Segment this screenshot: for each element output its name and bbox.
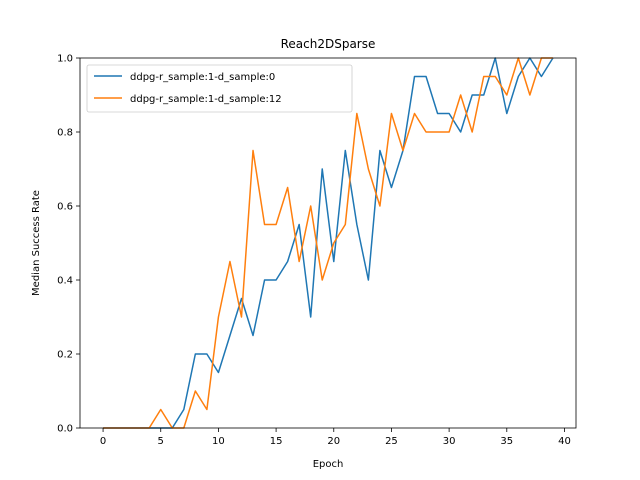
y-tick-label: 1.0 — [57, 54, 73, 65]
y-tick-label: 0.4 — [57, 276, 73, 287]
y-tick-label: 0.0 — [57, 424, 73, 435]
x-axis-label: Epoch — [313, 459, 344, 470]
legend: ddpg-r_sample:1-d_sample:0 ddpg-r_sample… — [86, 64, 353, 113]
x-tick-label: 10 — [212, 436, 225, 447]
legend-label-series-2: ddpg-r_sample:1-d_sample:12 — [130, 94, 282, 105]
x-tick-label: 5 — [158, 436, 164, 447]
legend-label-series-1: ddpg-r_sample:1-d_sample:0 — [130, 72, 275, 83]
x-tick-label: 20 — [327, 436, 340, 447]
x-tick-label: 25 — [385, 436, 398, 447]
x-tick-label: 40 — [558, 436, 571, 447]
x-axis-ticks: 0 5 10 15 20 25 30 35 40 — [100, 428, 571, 447]
x-tick-label: 0 — [100, 436, 106, 447]
x-tick-label: 30 — [443, 436, 456, 447]
y-axis-label: Median Success Rate — [31, 190, 42, 296]
x-tick-label: 35 — [500, 436, 513, 447]
y-tick-label: 0.2 — [57, 350, 73, 361]
y-tick-label: 0.8 — [57, 128, 73, 139]
series-line-1 — [103, 57, 554, 429]
y-axis-ticks: 0.0 0.2 0.4 0.6 0.8 1.0 — [57, 54, 80, 435]
series-line-2 — [103, 57, 553, 429]
plot-area-frame — [79, 57, 577, 429]
plot-lines — [103, 57, 554, 429]
x-tick-label: 15 — [270, 436, 283, 447]
legend-box — [86, 64, 353, 113]
chart-title: Reach2DSparse — [281, 37, 376, 51]
y-tick-label: 0.6 — [57, 202, 73, 213]
